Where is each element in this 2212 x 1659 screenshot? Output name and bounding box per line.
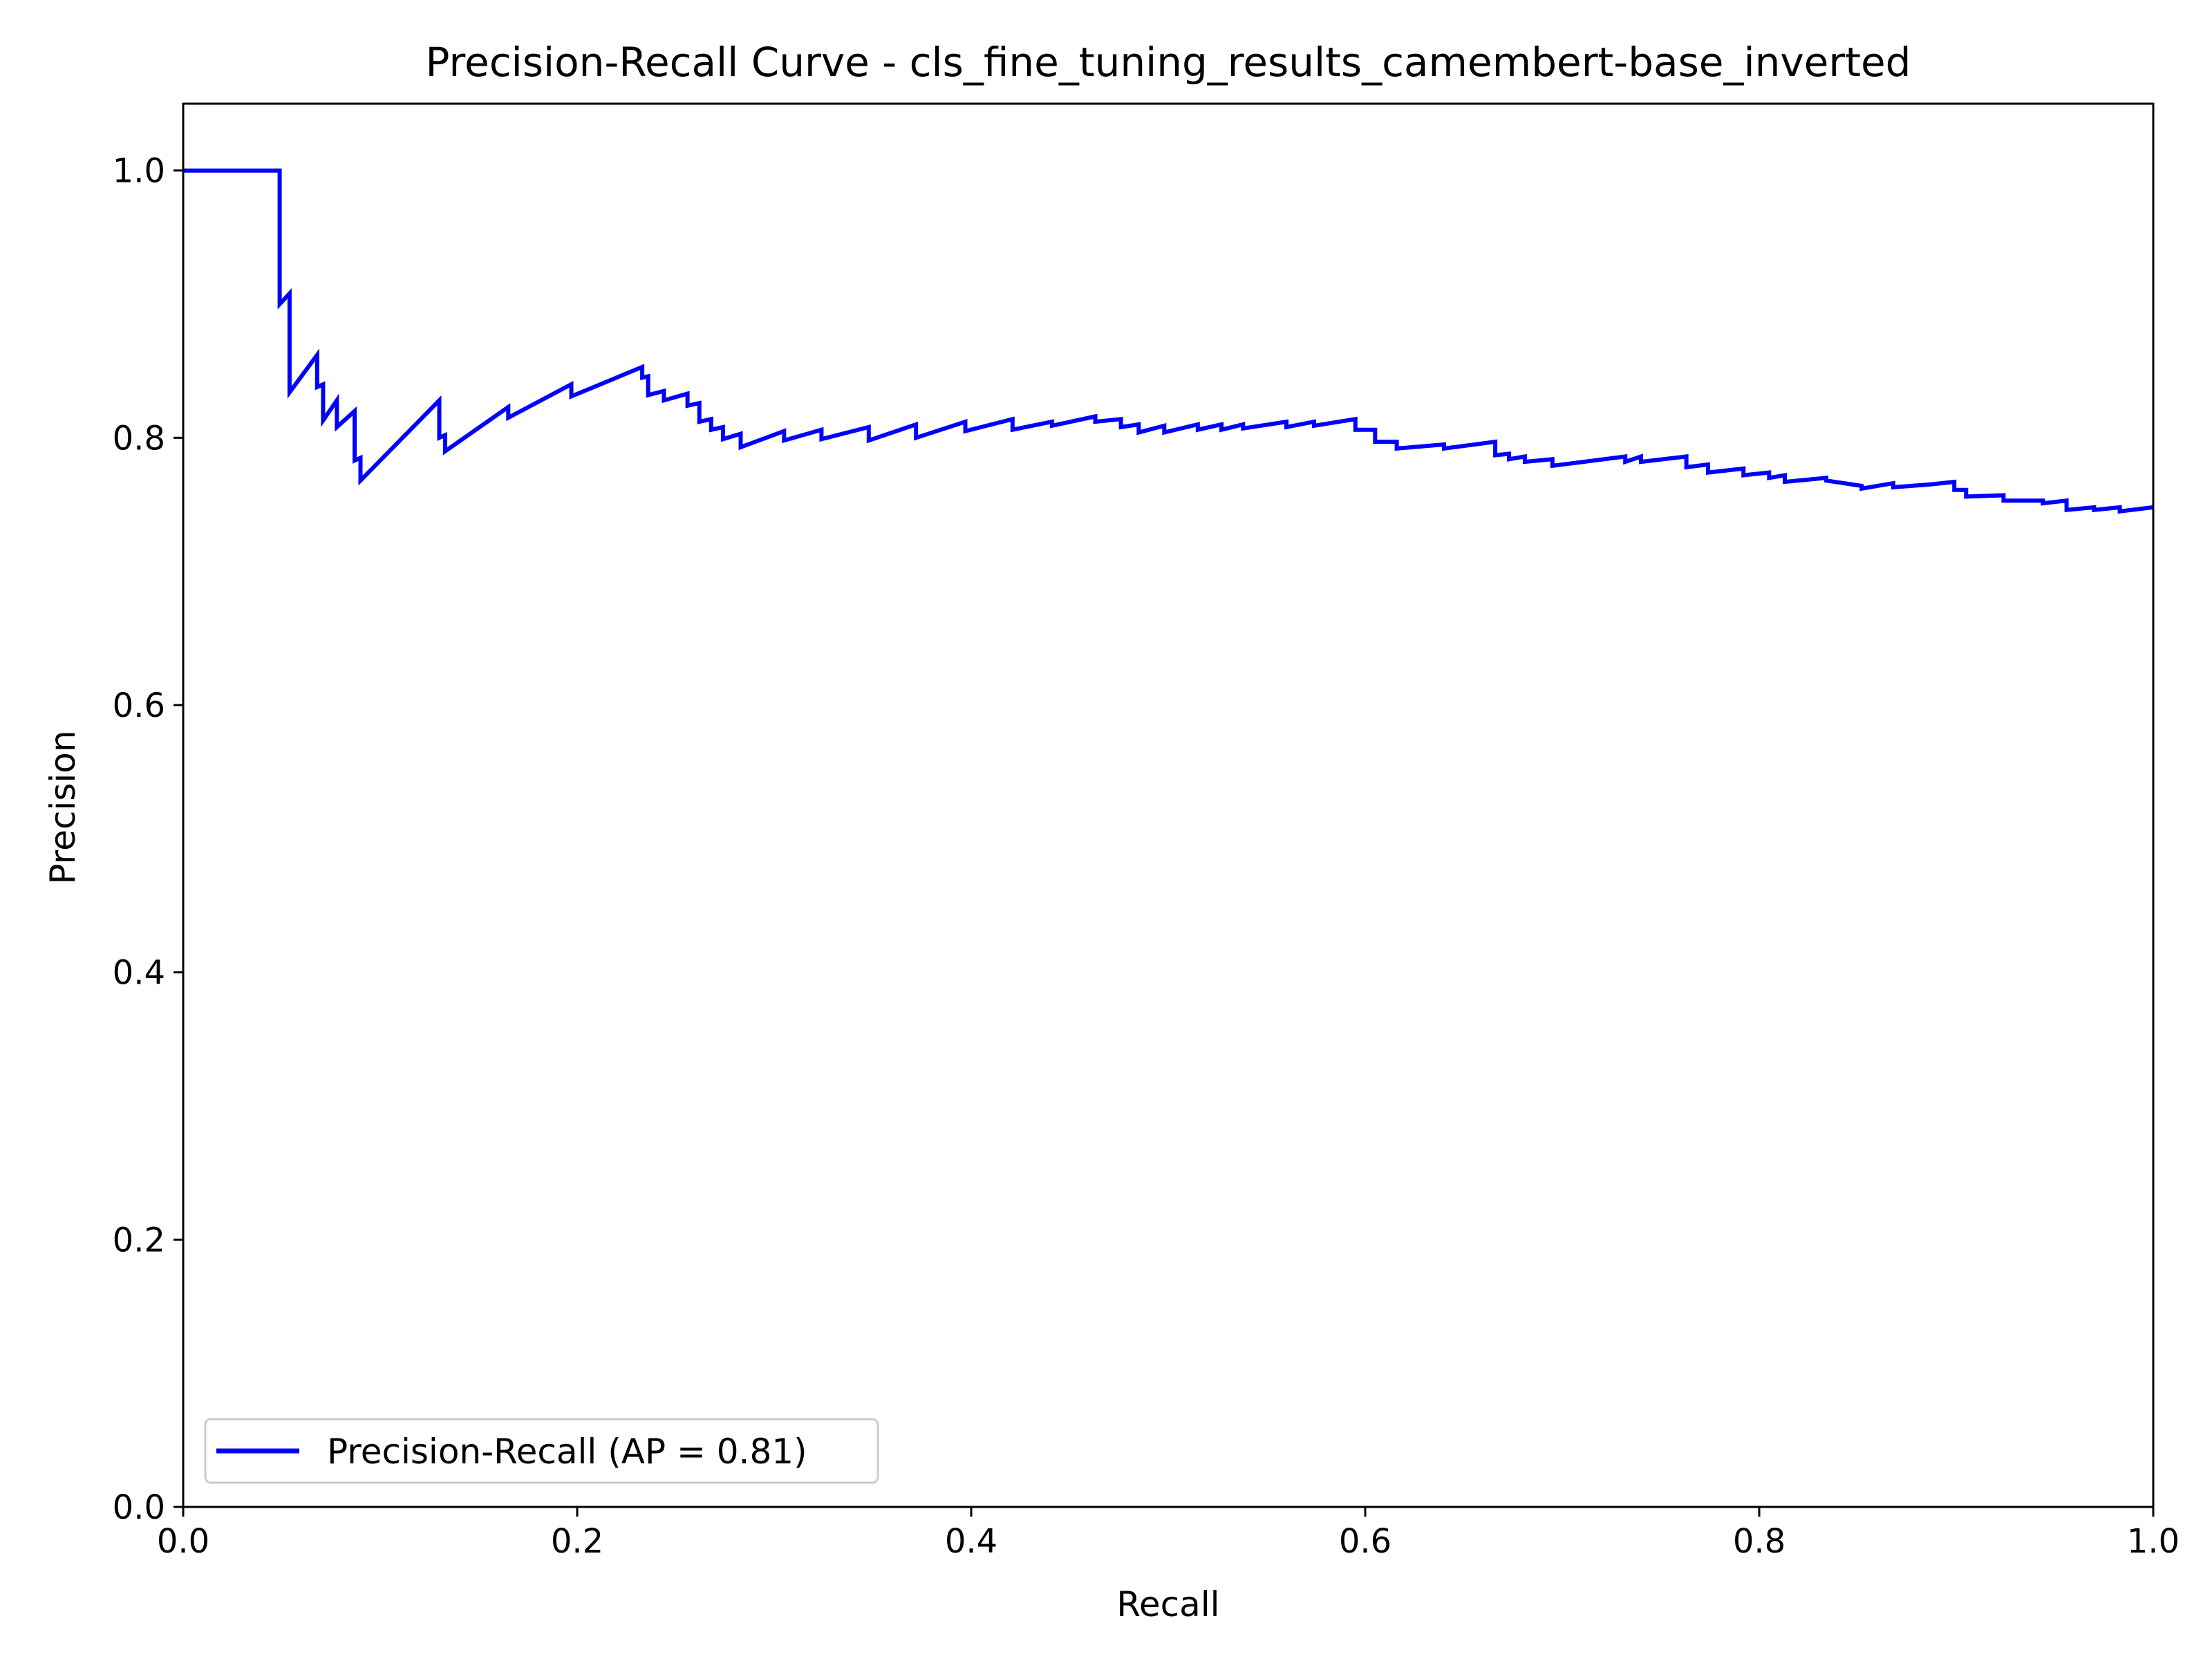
legend-entry-label: Precision-Recall (AP = 0.81): [327, 1432, 807, 1472]
x-axis-label: Recall: [1116, 1584, 1219, 1624]
y-tick-label: 0.2: [113, 1221, 165, 1259]
x-tick-label: 0.0: [157, 1522, 209, 1561]
y-tick-label: 0.0: [113, 1488, 165, 1527]
x-tick-label: 0.8: [1733, 1522, 1785, 1561]
x-tick-label: 0.6: [1339, 1522, 1391, 1561]
y-tick-label: 0.4: [113, 954, 165, 993]
y-axis-label: Precision: [43, 730, 83, 884]
x-tick-label: 0.4: [945, 1522, 997, 1561]
y-tick-label: 0.8: [113, 419, 165, 458]
x-tick-label: 1.0: [2127, 1522, 2180, 1561]
plot-area: 0.0 0.2 0.4 0.6 0.8 1.0 0.0 0.2 0.4 0.6 0.8 1.0: [113, 102, 2180, 1561]
chart-title: Precision-Recall Curve - cls_fine_tuning…: [426, 39, 1911, 86]
legend: Precision-Recall (AP = 0.81): [204, 1418, 879, 1484]
series-line-precision-recall: [183, 168, 2154, 514]
y-tick-label: 1.0: [113, 152, 165, 191]
y-tick-label: 0.6: [113, 686, 165, 725]
axes-frame: [182, 102, 2155, 1508]
legend-box: [204, 1418, 879, 1484]
x-tick-label: 0.2: [551, 1522, 603, 1561]
